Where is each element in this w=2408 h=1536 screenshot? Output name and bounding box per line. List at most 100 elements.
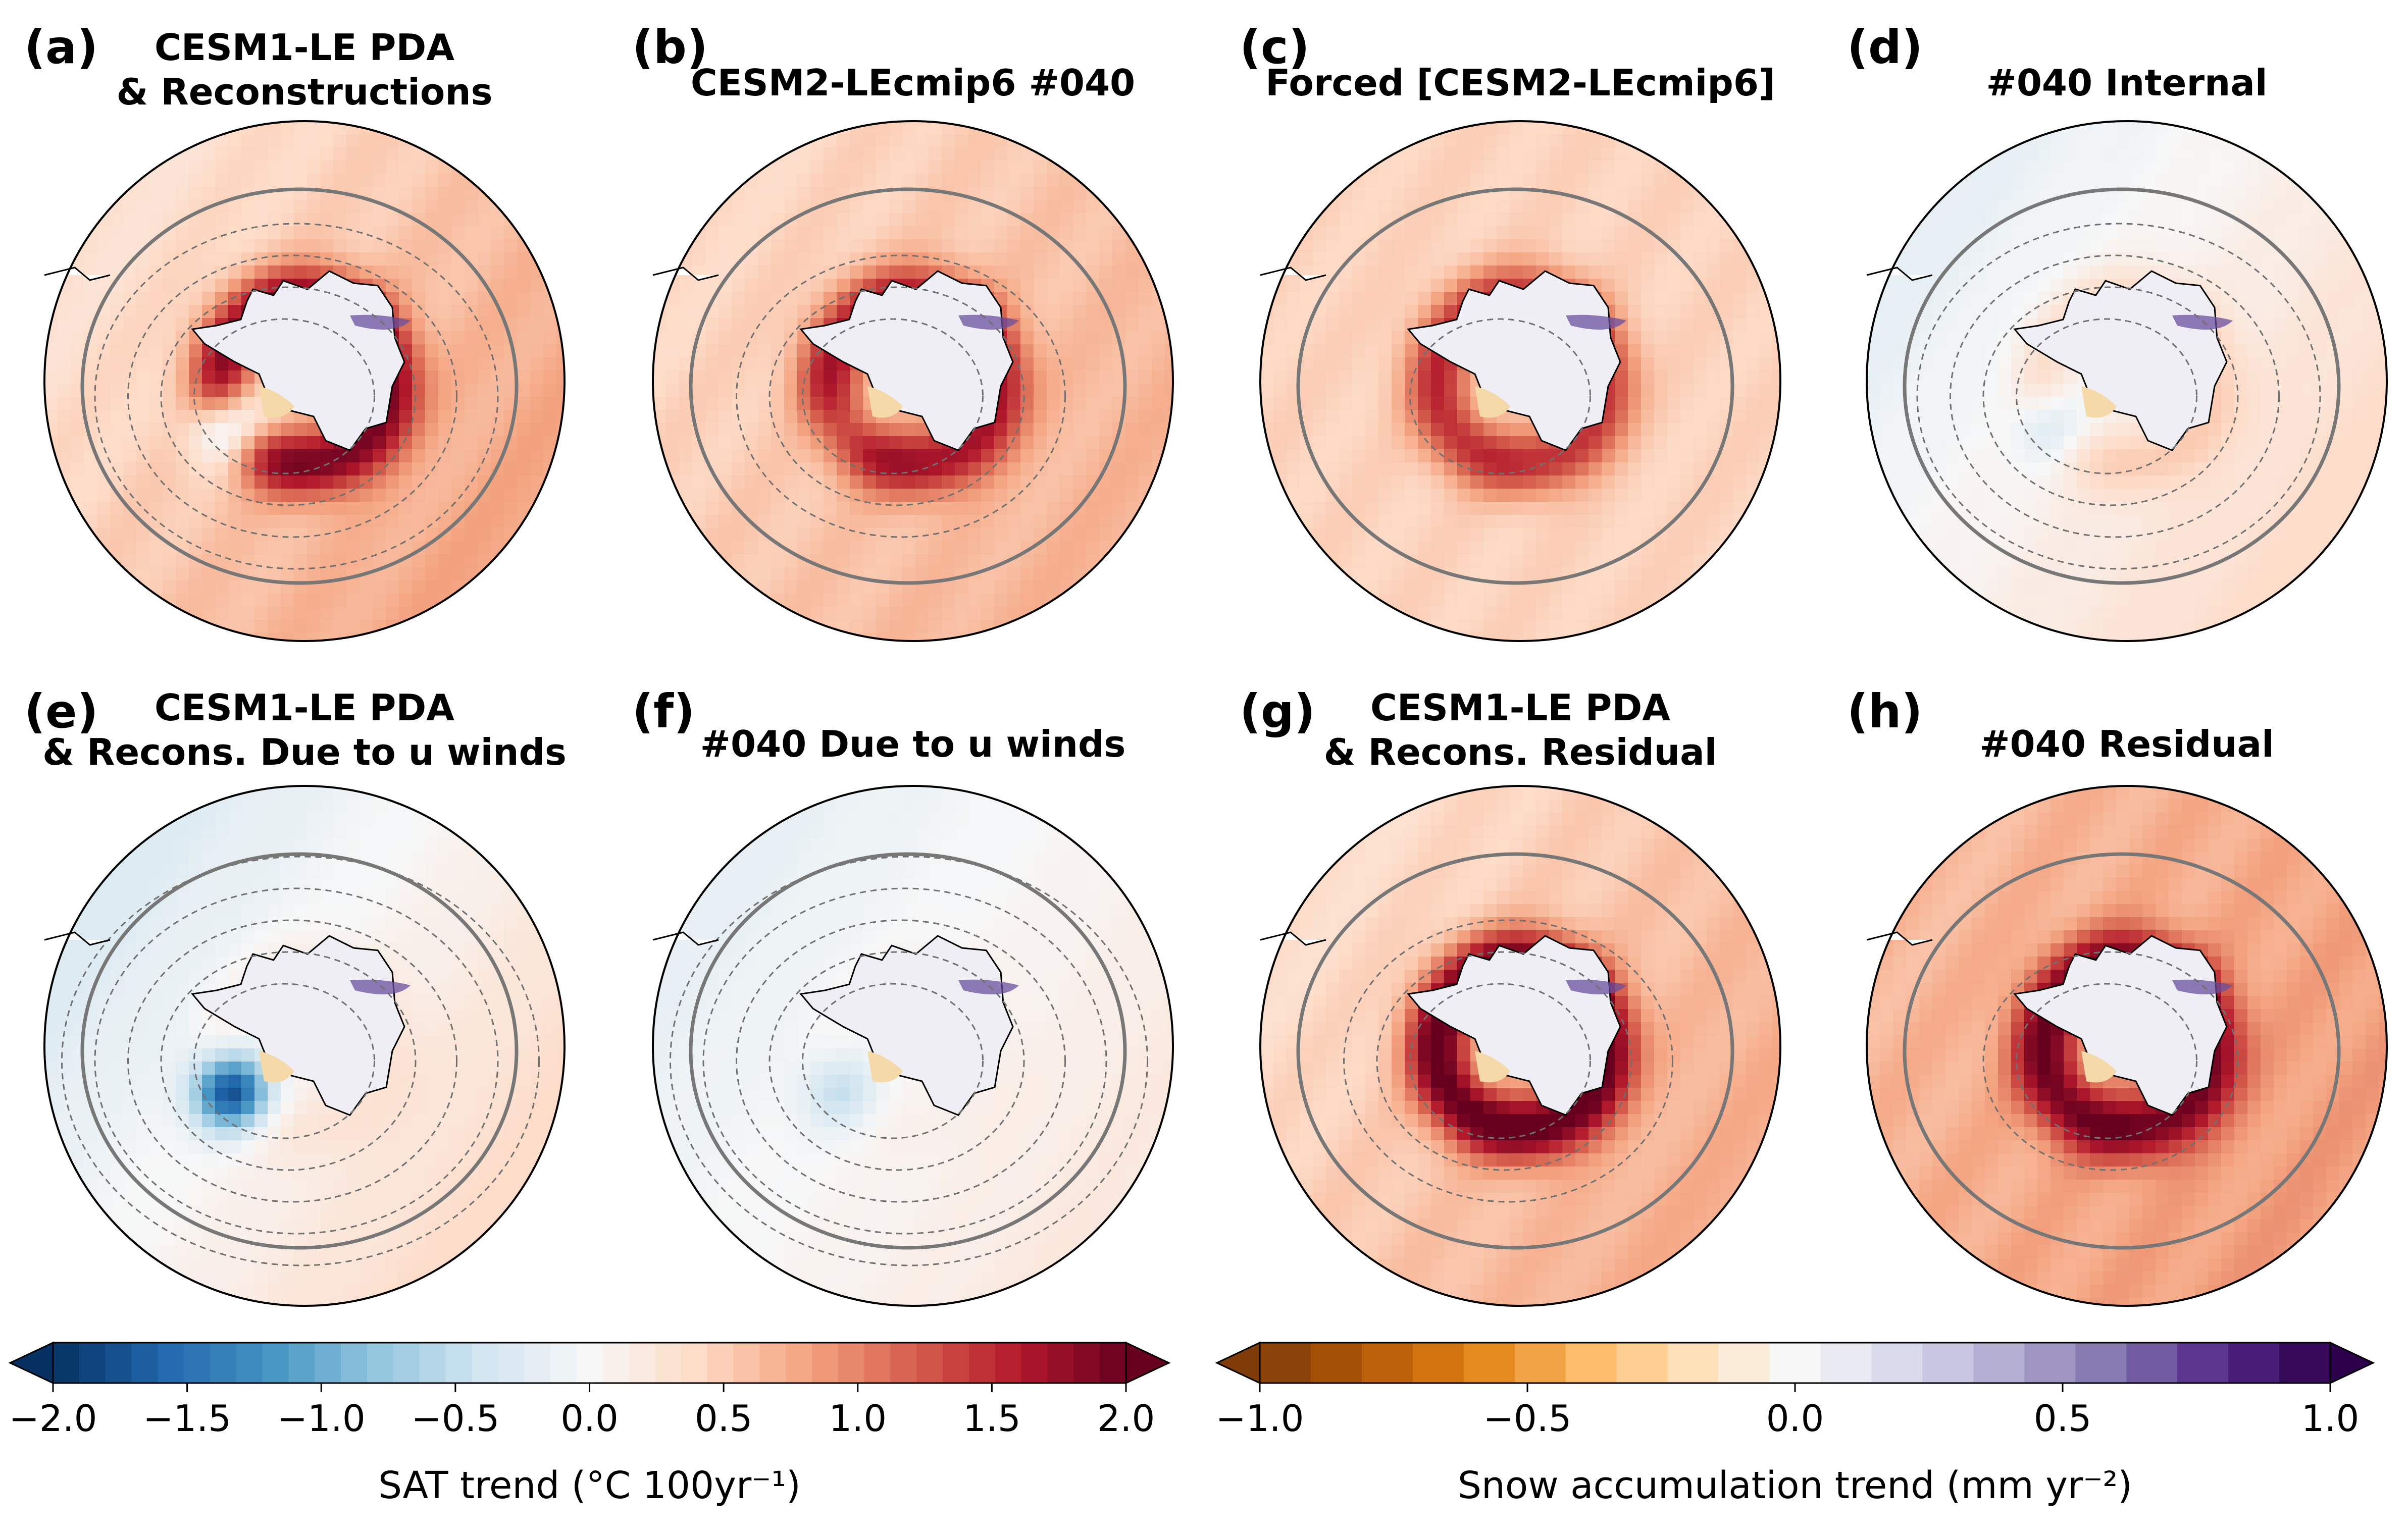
panel-label-2: (b) xyxy=(632,20,708,74)
panel-title-line: Forced [CESM2-LEcmip6] xyxy=(1265,62,1775,104)
colorbar-level xyxy=(498,1343,525,1383)
panel-title-7: CESM1-LE PDA & Recons. Residual xyxy=(1217,685,1823,774)
colorbar-level xyxy=(158,1343,185,1383)
colorbar-level xyxy=(681,1343,708,1383)
panel-title-line: CESM1-LE PDA xyxy=(155,686,454,729)
panel-title-line: #040 Internal xyxy=(1986,62,2268,104)
snow-accum-anomaly-6 xyxy=(867,1051,903,1083)
colorbar-level xyxy=(131,1343,159,1383)
wind-contours-8 xyxy=(1903,852,2341,1250)
colorbar-level xyxy=(1820,1343,1872,1383)
colorbar-level xyxy=(1616,1343,1668,1383)
colorbar-level xyxy=(524,1343,551,1383)
panel-title-line: & Recons. Residual xyxy=(1323,731,1717,773)
panel-title-line: CESM1-LE PDA xyxy=(155,26,454,69)
colorbar-tick-label: 0.5 xyxy=(694,1397,753,1440)
colorbar-level xyxy=(2075,1343,2127,1383)
wind-contours-4 xyxy=(1903,187,2341,585)
wind-contours-6 xyxy=(670,852,1148,1266)
colorbar-level xyxy=(1514,1343,1566,1383)
colorbar-level xyxy=(733,1343,760,1383)
colorbar-extend-min xyxy=(1215,1341,1261,1385)
colorbar-level xyxy=(1412,1343,1464,1383)
colorbar-level xyxy=(236,1343,263,1383)
colorbar-tick-label: 0.0 xyxy=(560,1397,619,1440)
colorbar-tick-label: −1.5 xyxy=(143,1397,232,1440)
map-panel-1 xyxy=(43,120,566,642)
colorbar-tick-label: 1.5 xyxy=(963,1397,1021,1440)
colorbar-level xyxy=(786,1343,813,1383)
colorbar-level xyxy=(1361,1343,1413,1383)
south-america-coast-2 xyxy=(652,267,719,281)
panel-title-6: #040 Due to u winds xyxy=(610,722,1216,766)
colorbar-level xyxy=(315,1343,342,1383)
colorbar-level xyxy=(550,1343,577,1383)
colorbar-level xyxy=(576,1343,603,1383)
colorbar-level xyxy=(1073,1343,1101,1383)
colorbar-level xyxy=(1565,1343,1617,1383)
panel-title-line: CESM2-LEcmip6 #040 xyxy=(690,62,1136,104)
colorbar-tick-label: −1.0 xyxy=(277,1397,366,1440)
colorbar-level xyxy=(943,1343,970,1383)
map-panel-5 xyxy=(43,785,566,1307)
sat-field-8 xyxy=(1867,786,2387,1306)
map-panel-8 xyxy=(1866,785,2388,1307)
colorbar-level xyxy=(105,1343,132,1383)
colorbar-label-2: Snow accumulation trend (mm yr⁻²) xyxy=(1457,1464,2133,1507)
colorbar-level xyxy=(341,1343,368,1383)
colorbar-level xyxy=(2024,1343,2076,1383)
snow-accum-positive-7 xyxy=(1566,979,1626,994)
snow-accum-anomaly-1 xyxy=(259,386,294,418)
map-panel-4 xyxy=(1866,120,2388,642)
snow-accum-positive-2 xyxy=(958,314,1019,330)
south-america-coast-3 xyxy=(1260,267,1326,281)
colorbar-1 xyxy=(8,1341,1171,1392)
snow-accum-positive-6 xyxy=(958,979,1019,994)
map-boundary-5 xyxy=(43,785,566,1307)
snow-accum-positive-5 xyxy=(350,979,411,994)
colorbar-level xyxy=(184,1343,211,1383)
colorbar-level xyxy=(969,1343,996,1383)
panel-label-4: (d) xyxy=(1847,20,1923,74)
colorbar-tick-label: 0.5 xyxy=(2033,1397,2092,1440)
panel-title-line: #040 Due to u winds xyxy=(700,723,1126,765)
colorbar-level xyxy=(53,1343,80,1383)
snow-accum-anomaly-5 xyxy=(259,1051,294,1083)
panel-label-7: (g) xyxy=(1240,684,1315,738)
colorbar-level xyxy=(1100,1343,1126,1383)
map-boundary-7 xyxy=(1259,785,1781,1307)
wind-contours-1 xyxy=(80,187,519,585)
colorbar-level xyxy=(262,1343,289,1383)
panel-title-5: CESM1-LE PDA & Recons. Due to u winds xyxy=(2,685,607,774)
map-panel-3 xyxy=(1259,120,1781,642)
south-america-coast-1 xyxy=(44,267,111,281)
colorbar-level xyxy=(1973,1343,2025,1383)
panel-title-line: #040 Residual xyxy=(1979,723,2274,765)
snow-accum-anomaly-7 xyxy=(1475,1051,1510,1083)
map-boundary-8 xyxy=(1866,785,2388,1307)
panel-title-4: #040 Internal xyxy=(1824,61,2408,105)
panel-title-3: Forced [CESM2-LEcmip6] xyxy=(1217,61,1823,105)
snow-accum-anomaly-4 xyxy=(2081,386,2117,418)
colorbar-level xyxy=(1021,1343,1048,1383)
colorbar-tick-label: −0.5 xyxy=(1483,1397,1572,1440)
south-america-coast-4 xyxy=(1866,267,1933,281)
panel-label-6: (f) xyxy=(632,684,695,738)
map-panel-7 xyxy=(1259,785,1781,1307)
colorbar-level xyxy=(1310,1343,1362,1383)
colorbar-extend-max xyxy=(1125,1341,1171,1385)
colorbar-level xyxy=(367,1343,394,1383)
colorbar-level xyxy=(472,1343,499,1383)
colorbar-label-1: SAT trend (°C 100yr⁻¹) xyxy=(378,1464,801,1507)
colorbar-level xyxy=(1922,1343,1974,1383)
colorbar-level xyxy=(707,1343,734,1383)
colorbar-tick-label: 0.0 xyxy=(1766,1397,1824,1440)
colorbar-level xyxy=(445,1343,473,1383)
colorbar-level xyxy=(1463,1343,1515,1383)
panel-label-1: (a) xyxy=(24,20,98,74)
panel-title-line: & Reconstructions xyxy=(116,71,493,113)
colorbar-level xyxy=(2177,1343,2229,1383)
map-boundary-4 xyxy=(1866,120,2388,642)
south-america-coast-5 xyxy=(44,931,111,946)
map-boundary-1 xyxy=(43,120,566,642)
